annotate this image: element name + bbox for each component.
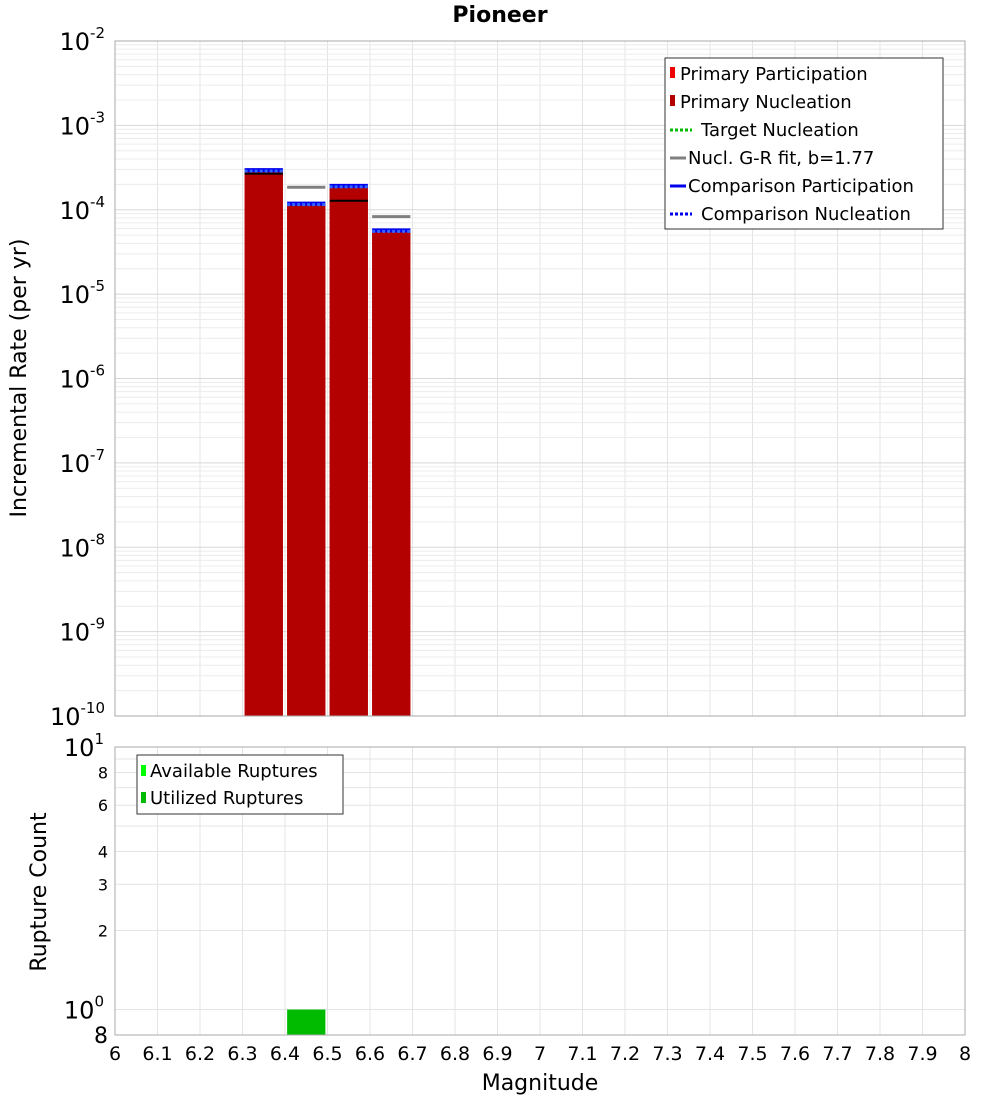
top-bars [244,171,411,717]
bottom-plot-border [114,746,966,1036]
x-tick-label: 7.2 [610,1043,640,1065]
x-tick-label: 7.1 [567,1043,597,1065]
chart-title: Pioneer [452,3,547,28]
x-tick-label: 6.8 [440,1043,470,1065]
y-tick-label: 10-2 [59,24,105,56]
x-tick-label: 7.5 [737,1043,767,1065]
x-tick-label: 6.3 [227,1043,257,1065]
x-ticks: 6 6.1 6.2 6.3 6.4 6.5 6.6 6.7 6.8 6.9 7 7.1 7.2 7.3 7.… [109,1043,971,1065]
y-tick-label: 10-7 [59,446,105,478]
x-tick-label: 7.8 [865,1043,895,1065]
legend-label: Target Nucleation [700,120,859,141]
x-tick-label: 6.6 [355,1043,385,1065]
bottom-legend-box [136,754,344,815]
y-tick-label: 2 [98,922,108,941]
y-tick-label: 10-9 [59,615,105,647]
top-legend: Primary Participation Primary Nucleation T… [664,57,944,230]
legend-label: Comparison Nucleation [701,204,911,225]
y-tick-label: 10-3 [59,108,105,140]
y-tick-label: 4 [98,842,108,861]
y-tick-label: 10-4 [59,193,105,225]
y-tick-label: 100 [64,993,104,1025]
top-plot-border [114,40,966,717]
x-tick-label: 7.3 [652,1043,682,1065]
top-y-axis-label: Incremental Rate (per yr) [7,239,32,518]
x-tick-label: 7.7 [822,1043,852,1065]
x-tick-label: 7 [534,1043,546,1065]
x-tick-label: 7.6 [780,1043,810,1065]
legend-label: Utilized Ruptures [150,788,303,809]
y-tick-label: 10-8 [59,530,105,562]
x-tick-label: 8 [959,1043,971,1065]
y-tick-label: 6 [98,796,108,815]
x-tick-label: 6.4 [270,1043,300,1065]
y-tick-label: 101 [64,730,104,762]
y-tick-label: 3 [98,875,108,894]
y-tick-label: 10-5 [59,277,105,309]
y-tick-label: 8 [94,1024,108,1049]
x-tick-label: 6.2 [185,1043,215,1065]
legend-symbol [141,765,146,776]
y-tick-label: 10-6 [59,362,105,394]
legend-symbol [670,67,675,78]
x-tick-label: 6.5 [312,1043,342,1065]
top-lines [244,168,411,233]
legend-label: Primary Participation [680,64,868,85]
x-tick-label: 7.9 [907,1043,937,1065]
nucleation-bar [287,205,326,716]
nucleation-bar [244,173,283,717]
top-legend-box [664,57,944,230]
x-axis-label: Magnitude [482,1071,599,1096]
legend-symbol [141,792,146,803]
legend-label: Nucl. G-R fit, b=1.77 [688,148,874,169]
legend-symbol [670,95,675,106]
nucleation-bar [372,232,411,716]
legend-label: Primary Nucleation [680,92,852,113]
nucleation-bar [329,187,368,716]
bottom-y-axis-label: Rupture Count [27,812,52,972]
bottom-legend: Available Ruptures Utilized Ruptures [136,754,344,815]
x-tick-label: 6.1 [142,1043,172,1065]
x-tick-label: 6.7 [397,1043,427,1065]
y-tick-label: 10-10 [50,699,105,731]
legend-label: Comparison Participation [688,176,914,197]
x-tick-label: 6.9 [482,1043,512,1065]
x-tick-label: 7.4 [695,1043,725,1065]
y-tick-label: 8 [98,763,108,782]
top-y-ticks: 10-10 10-9 10-8 10-7 10-6 10-5 10-4 10-3 10-2 [50,24,105,731]
legend-label: Available Ruptures [150,761,318,782]
bottom-bars [287,1009,326,1035]
utilized-rupture-bar [287,1009,326,1035]
x-tick-label: 6 [109,1043,121,1065]
